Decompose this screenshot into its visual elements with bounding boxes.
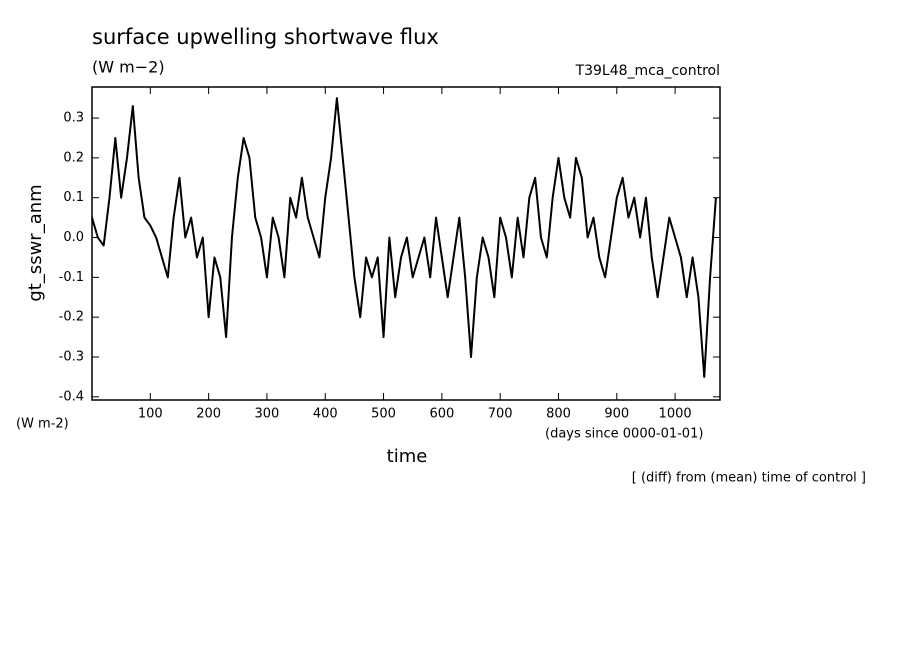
y-tick-label: 0.3	[63, 111, 84, 126]
x-tick-label: 100	[138, 407, 163, 422]
y-tick-label: -0.2	[59, 310, 84, 325]
note: [ (diff) from (mean) time of control ]	[632, 471, 866, 486]
y-tick-label: -0.4	[59, 389, 84, 404]
y-tick-label: 0.0	[63, 230, 84, 245]
y-axis-label: gt_sswr_anm	[25, 184, 46, 301]
x-tick-label: 600	[429, 407, 454, 422]
x-tick-label: 1000	[659, 407, 692, 422]
chart-title: surface upwelling shortwave flux	[92, 25, 439, 49]
x-tick-label: 700	[488, 407, 513, 422]
data-line	[91, 97, 717, 378]
x-axis-label: time	[387, 446, 428, 467]
y-tick-label: 0.2	[63, 150, 84, 165]
y-tick-label: 0.1	[63, 190, 84, 205]
y-unit: (W m-2)	[16, 417, 69, 432]
x-tick-label: 900	[604, 407, 629, 422]
subtitle: (W m−2)	[92, 58, 165, 77]
x-tick-label: 300	[255, 407, 280, 422]
experiment-label: T39L48_mca_control	[575, 63, 720, 79]
x-unit: (days since 0000-01-01)	[545, 427, 703, 442]
plot-frame	[91, 86, 721, 401]
y-tick-label: -0.1	[59, 270, 84, 285]
x-tick-label: 500	[371, 407, 396, 422]
x-tick-label: 800	[546, 407, 571, 422]
x-tick-label: 200	[196, 407, 221, 422]
y-tick-label: -0.3	[59, 349, 84, 364]
x-tick-label: 400	[313, 407, 338, 422]
